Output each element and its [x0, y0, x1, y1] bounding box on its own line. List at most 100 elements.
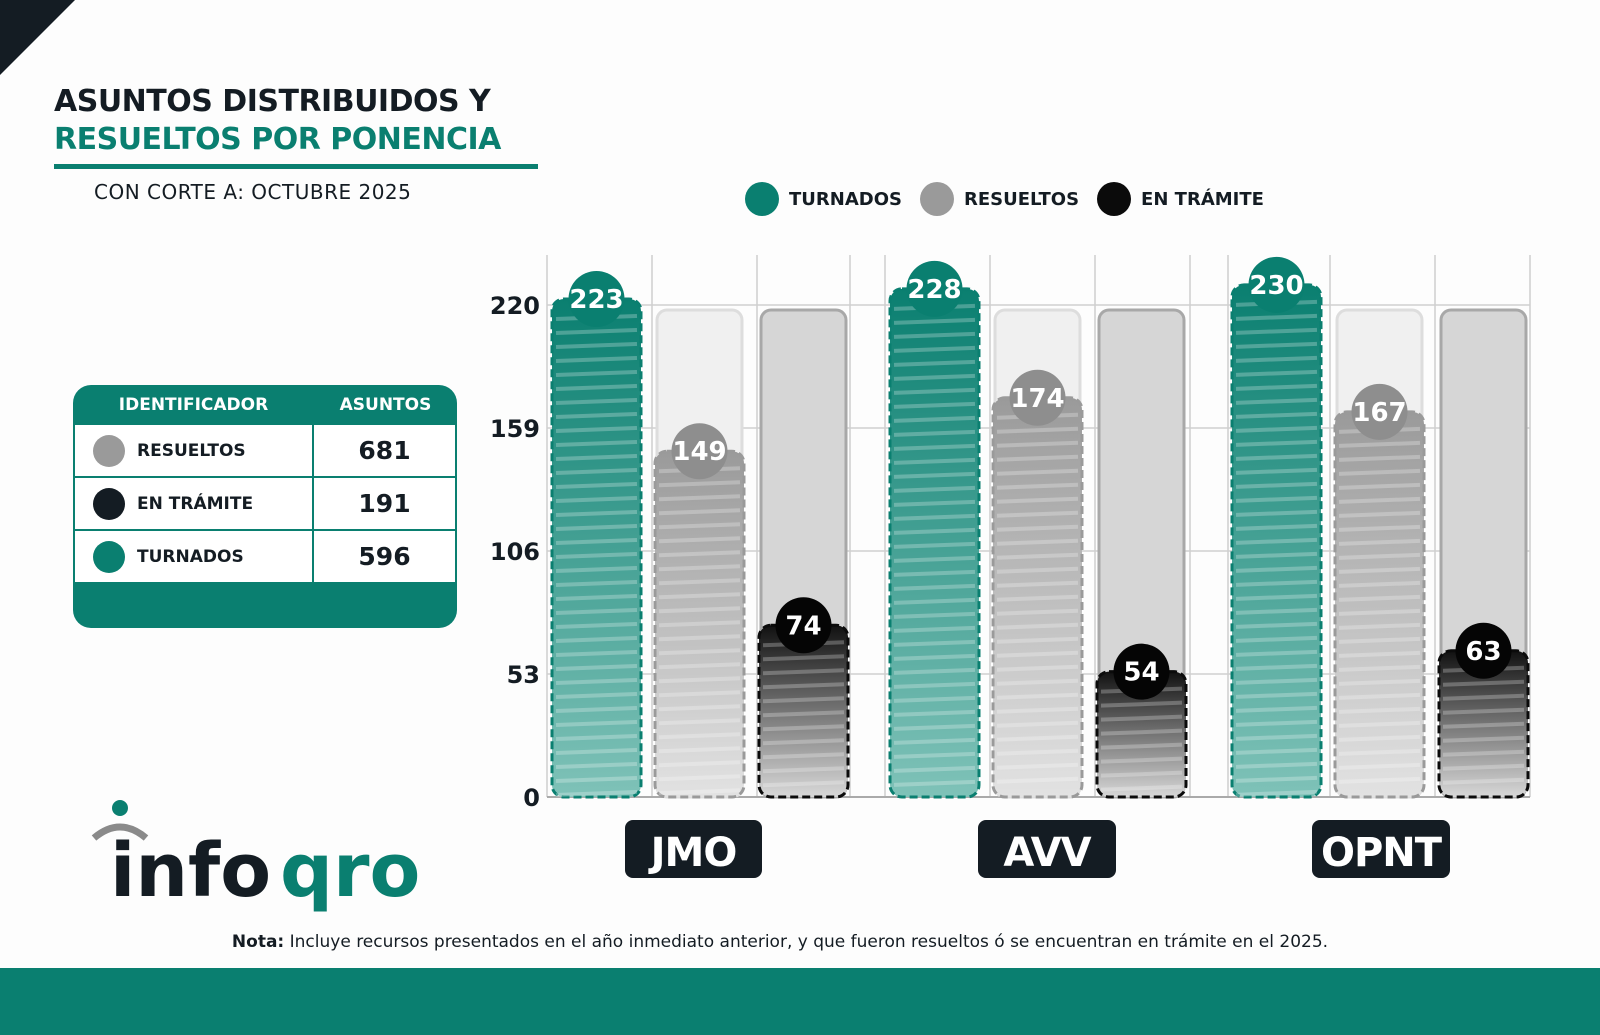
bar-stripe [1100, 714, 1183, 722]
bar-stripe [996, 650, 1079, 658]
bar-stripe [555, 635, 638, 643]
bar-stripe [996, 706, 1079, 714]
y-tick-label: 53 [507, 661, 540, 689]
row-dot [93, 434, 125, 467]
corner-decoration [0, 0, 75, 75]
bar-stripe [658, 480, 741, 488]
data-label: 54 [1123, 658, 1159, 688]
bar-stripe [893, 387, 976, 395]
bar-stripe [1338, 678, 1421, 686]
bar-stripe [555, 607, 638, 615]
bar-stripe [893, 569, 976, 577]
bar-stripe [762, 710, 845, 718]
bar-stripe [893, 583, 976, 591]
bar-stripe [893, 695, 976, 703]
bar-stripe [555, 649, 638, 657]
bar-stripe [762, 752, 845, 760]
bar-stripe [555, 621, 638, 629]
category-label: AVV [1003, 830, 1091, 876]
bar-stripe [996, 622, 1079, 630]
note-label: Nota: [231, 932, 285, 952]
bar-stripe [996, 734, 1079, 742]
svg-text:qro: qro [280, 828, 420, 913]
bar-stripe [893, 751, 976, 759]
data-label-bubble [1455, 622, 1512, 679]
bar-stripe [555, 411, 638, 419]
bar-stripe [1235, 383, 1318, 391]
bar-stripe [555, 397, 638, 405]
row-label: EN TRÁMITE [137, 493, 254, 514]
data-label-bubble [775, 597, 832, 654]
bar-stripe [1338, 608, 1421, 616]
bar-stripe [893, 625, 976, 633]
bar-stripe [762, 696, 845, 704]
legend-label: TURNADOS [789, 188, 902, 210]
bar-stripe [1235, 579, 1318, 587]
bar-stripe [658, 522, 741, 530]
bar-stripe [893, 359, 976, 367]
bar-stripe [893, 723, 976, 731]
bar-stripe [658, 606, 741, 614]
note-text: Incluye recursos presentados en el año i… [284, 932, 1329, 952]
bar-stripe [762, 780, 845, 788]
bar-stripe [658, 676, 741, 684]
bar-stripe [996, 510, 1079, 518]
bar-stripe [658, 690, 741, 698]
bar-stripe [996, 636, 1079, 644]
bar-stripe [996, 482, 1079, 490]
bar-stripe [996, 678, 1079, 686]
title-line-1: ASUNTOS DISTRIBUIDOS Y [54, 84, 491, 119]
bar-stripe [658, 718, 741, 726]
category-label: OPNT [1321, 830, 1443, 876]
bar-stripe [1338, 538, 1421, 546]
bar-stripe [1235, 537, 1318, 545]
row-value: 596 [358, 542, 411, 571]
bar-stripe [1100, 784, 1183, 792]
bar-stripe [996, 454, 1079, 462]
bar-turnados [888, 287, 981, 799]
bar-stripe [893, 541, 976, 549]
bar-stripe [893, 653, 976, 661]
bar-stripe [555, 691, 638, 699]
bar-stripe [762, 668, 845, 676]
bar-stripe [1235, 761, 1318, 769]
bar-stripe [555, 705, 638, 713]
category-label-box [625, 820, 762, 878]
y-tick-label: 159 [490, 415, 540, 443]
data-label-bubble [671, 423, 728, 480]
bar-stripe [1235, 439, 1318, 447]
bar-stripe [658, 788, 741, 796]
bar-stripe [555, 775, 638, 783]
subtitle: CON CORTE A: OCTUBRE 2025 [94, 180, 412, 204]
bar-stripe [996, 748, 1079, 756]
footer-band [0, 968, 1600, 1035]
bar-stripe [1338, 440, 1421, 448]
bar-stripe [1338, 524, 1421, 532]
bar-stripe [893, 345, 976, 353]
bar-stripe [1338, 762, 1421, 770]
bar-stripe [555, 761, 638, 769]
bar-stripe [555, 663, 638, 671]
bar-stripe [555, 467, 638, 475]
data-label: 228 [907, 275, 961, 305]
bar-stripe [996, 440, 1079, 448]
bar-stripe [996, 776, 1079, 784]
bar-stripe [1235, 355, 1318, 363]
legend-item-en-tramite: EN TRÁMITE [1097, 182, 1264, 216]
data-label-bubble [1248, 256, 1305, 313]
bar-stripe [996, 496, 1079, 504]
bar-stripe [1338, 482, 1421, 490]
bar-stripe [996, 524, 1079, 532]
bar-stripe [555, 537, 638, 545]
bar-stripe [555, 509, 638, 517]
bar-stripe [893, 527, 976, 535]
title-underline [54, 164, 538, 169]
bar-stripe [762, 654, 845, 662]
bar-stripe [555, 369, 638, 377]
bar-stripe [996, 566, 1079, 574]
y-tick-label: 106 [490, 538, 540, 566]
bar-stripe [893, 513, 976, 521]
bar-stripe [1338, 580, 1421, 588]
bar-stripe [555, 551, 638, 559]
